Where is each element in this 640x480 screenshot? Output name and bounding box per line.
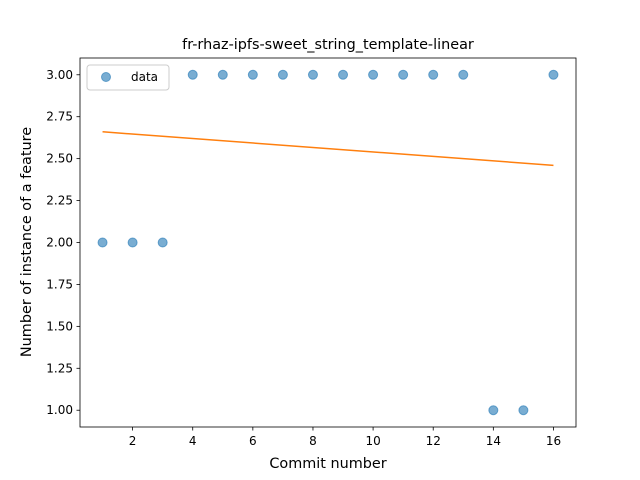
x-tick-label: 8 [309, 434, 317, 448]
legend-box [86, 64, 170, 91]
x-tick-label: 6 [249, 434, 257, 448]
data-point [398, 69, 409, 80]
legend: data [86, 64, 170, 91]
data-point [307, 69, 318, 80]
data-point [277, 69, 288, 80]
data-point [97, 237, 108, 248]
legend-label-data: data [131, 70, 158, 84]
data-point [548, 69, 559, 80]
y-tick-label: 1.50 [46, 319, 73, 333]
data-point [217, 69, 228, 80]
x-tick-label: 2 [129, 434, 137, 448]
fit-line [102, 131, 554, 167]
y-tick-label: 1.75 [46, 277, 73, 291]
x-axis: 2 4 6 8 10 12 14 16 [129, 427, 561, 448]
legend-marker-data [101, 72, 111, 82]
plot-area [97, 69, 559, 416]
data-point [127, 237, 138, 248]
data-point [247, 69, 258, 80]
x-tick-label: 4 [189, 434, 197, 448]
y-tick-label: 2.50 [46, 152, 73, 166]
data-point [338, 69, 349, 80]
y-tick-label: 3.00 [46, 68, 73, 82]
x-axis-label: Commit number [269, 456, 386, 472]
x-tick-label: 10 [365, 434, 380, 448]
y-tick-label: 2.75 [46, 110, 73, 124]
y-tick-label: 2.00 [46, 236, 73, 250]
x-tick-label: 16 [546, 434, 561, 448]
data-point [518, 405, 529, 416]
data-point [368, 69, 379, 80]
data-point [187, 69, 198, 80]
data-point [157, 237, 168, 248]
data-point [428, 69, 439, 80]
x-tick-label: 14 [486, 434, 501, 448]
chart-title: fr-rhaz-ipfs-sweet_string_template-linea… [182, 37, 474, 53]
y-tick-label: 1.00 [46, 403, 73, 417]
y-axis: 1.00 1.25 1.50 1.75 2.00 2.25 2.50 2.75 3.00 [46, 68, 80, 417]
data-point [458, 69, 469, 80]
y-tick-label: 1.25 [46, 361, 73, 375]
x-tick-label: 12 [426, 434, 441, 448]
y-tick-label: 2.25 [46, 194, 73, 208]
data-point [488, 405, 499, 416]
y-axis-label: Number of instance of a feature [19, 127, 35, 357]
